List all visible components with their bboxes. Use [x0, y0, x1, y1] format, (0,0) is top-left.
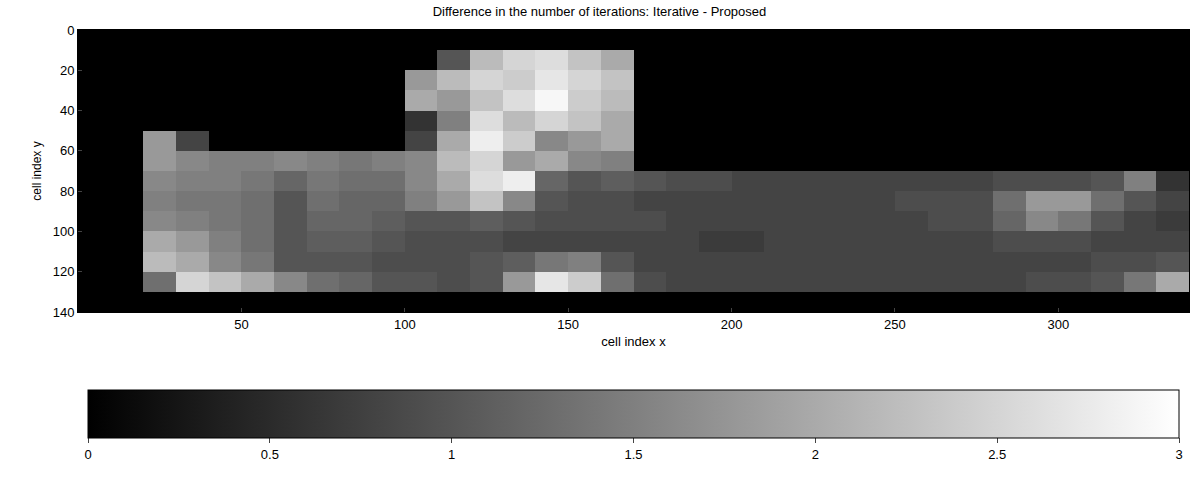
svg-text:100: 100 — [53, 224, 75, 239]
svg-text:0: 0 — [67, 23, 74, 38]
svg-text:3: 3 — [1175, 447, 1182, 462]
svg-text:0.5: 0.5 — [261, 447, 279, 462]
svg-text:cell index y: cell index y — [30, 141, 44, 200]
svg-text:120: 120 — [53, 264, 75, 279]
svg-text:80: 80 — [60, 184, 74, 199]
svg-text:200: 200 — [721, 317, 743, 332]
svg-text:2: 2 — [812, 447, 819, 462]
svg-text:20: 20 — [60, 63, 74, 78]
svg-text:1: 1 — [448, 447, 455, 462]
svg-text:0: 0 — [84, 447, 91, 462]
svg-text:300: 300 — [1047, 317, 1069, 332]
svg-text:1.5: 1.5 — [624, 447, 642, 462]
svg-text:2.5: 2.5 — [988, 447, 1006, 462]
svg-text:100: 100 — [394, 317, 416, 332]
svg-text:50: 50 — [234, 317, 248, 332]
svg-text:140: 140 — [53, 305, 75, 320]
svg-text:60: 60 — [60, 143, 74, 158]
svg-text:250: 250 — [884, 317, 906, 332]
svg-text:Difference in the number of it: Difference in the number of iterations: … — [433, 4, 767, 19]
svg-text:cell index x: cell index x — [601, 334, 666, 349]
svg-text:150: 150 — [557, 317, 579, 332]
svg-text:40: 40 — [60, 103, 74, 118]
